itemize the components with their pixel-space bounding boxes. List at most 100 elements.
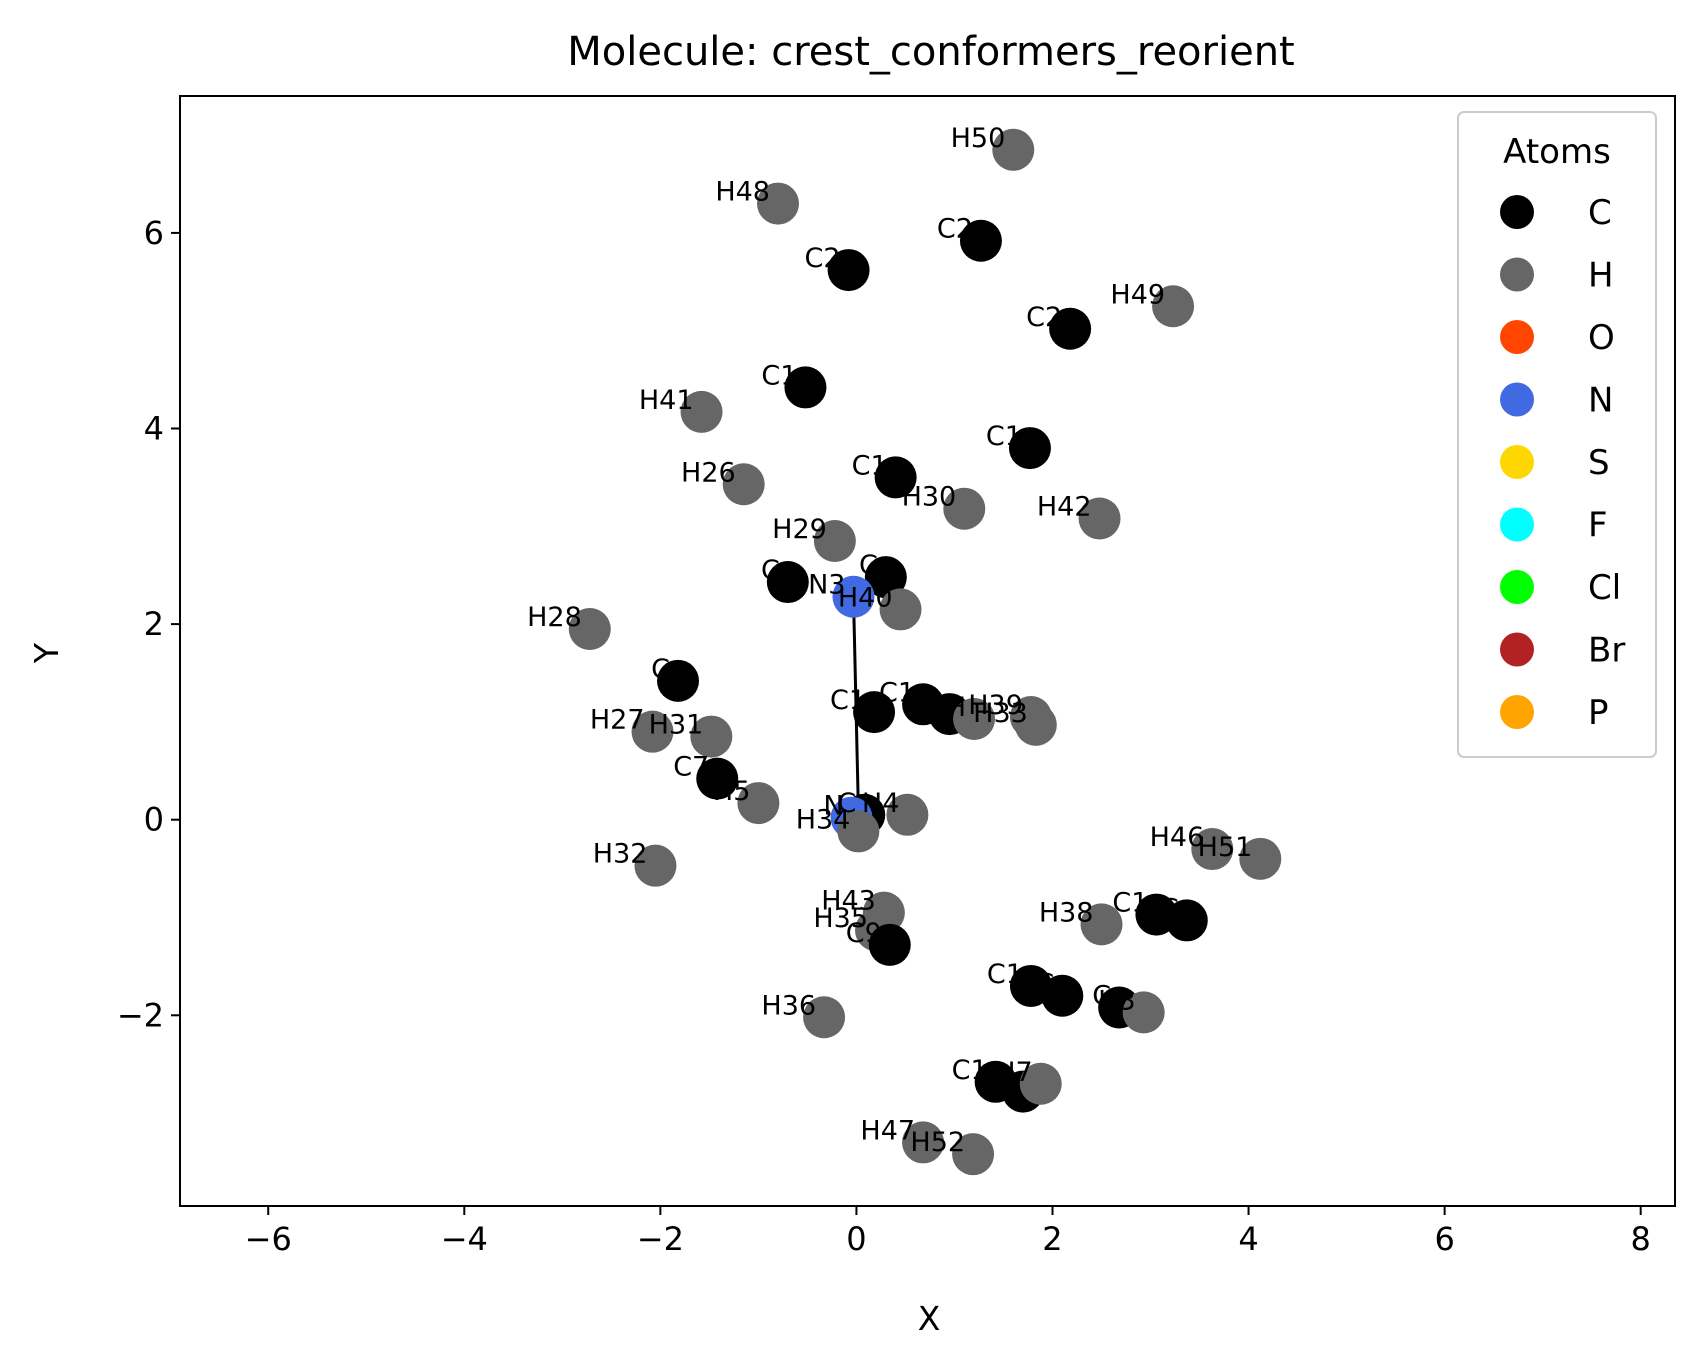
atom-label: C: [1160, 893, 1179, 924]
atom-label: H30: [902, 482, 957, 513]
atom-point-H: [953, 697, 996, 740]
atom-label: H32: [593, 839, 648, 870]
atom-point-H: [1014, 703, 1057, 746]
atom-point-H: [992, 128, 1035, 171]
atom-point-H: [886, 793, 929, 836]
legend-marker-P: [1500, 695, 1534, 729]
legend-marker-C: [1500, 195, 1534, 229]
legend-marker-F: [1500, 507, 1534, 542]
atom-point-C: [864, 556, 907, 599]
legend-label-N: N: [1588, 381, 1613, 421]
atom-label: C1: [986, 421, 1022, 452]
atom-label: H33: [973, 698, 1028, 729]
atom-point-C: [1165, 899, 1208, 942]
legend-marker-H: [1500, 257, 1534, 292]
y-tick-label: −2: [117, 996, 164, 1034]
atom-label: H38: [1039, 897, 1094, 928]
atom-label: C1: [879, 677, 915, 708]
legend-marker-O: [1500, 320, 1534, 354]
legend-label-Cl: Cl: [1588, 568, 1621, 608]
legend-label-F: F: [1588, 506, 1608, 546]
atom-label: H51: [1198, 832, 1253, 863]
atom-point-C: [766, 561, 809, 604]
legend-title: Atoms: [1503, 132, 1611, 172]
atom-point-C: [827, 249, 870, 292]
atom-label: C1: [761, 360, 797, 391]
atom-label: H26: [681, 457, 736, 488]
atom-label: H31: [649, 710, 704, 741]
atom-label: H: [946, 692, 966, 723]
y-tick-label: 0: [144, 801, 164, 839]
atom-label: H5: [713, 776, 750, 807]
x-tick-label: 0: [846, 1220, 866, 1258]
atom-label: H52: [910, 1127, 965, 1158]
x-tick-label: 4: [1238, 1220, 1258, 1258]
atom-label: C: [859, 550, 878, 581]
atom-label: C: [837, 788, 856, 819]
atom-point-C: [696, 757, 739, 800]
atom-point-N: [832, 575, 875, 618]
atom-point-H: [631, 710, 674, 753]
atom-label: C2: [937, 214, 973, 245]
legend-marker-Cl: [1500, 570, 1534, 604]
y-axis-title: Y: [27, 642, 66, 664]
atom-point-H: [1078, 497, 1121, 540]
atom-label: H29: [772, 514, 827, 545]
atom-point-H: [1239, 837, 1282, 880]
atom-point-H: [943, 487, 986, 530]
y-tick-label: 4: [144, 410, 164, 448]
legend-marker-Br: [1500, 632, 1534, 667]
atom-point-H: [722, 463, 765, 506]
plot-background: [180, 96, 1675, 1206]
atom-label: H41: [639, 385, 694, 416]
atom-label: C2: [805, 243, 841, 274]
atom-label: H3: [1098, 985, 1135, 1016]
atom-label: H47: [860, 1115, 915, 1146]
atom-label: C: [1092, 980, 1111, 1011]
atom-point-H: [902, 1121, 945, 1164]
atom-point-H: [1019, 1062, 1062, 1105]
x-axis-ticks: −6 −4 −2 0 2 4 6 8: [245, 1206, 1651, 1258]
atom-label: H50: [951, 123, 1006, 154]
atom-label: H28: [527, 602, 582, 633]
atom-label: N: [823, 791, 843, 822]
atom-point-H: [1080, 903, 1123, 946]
atom-label: C2: [1026, 302, 1062, 333]
x-tick-label: −4: [441, 1220, 488, 1258]
atom-labels-layer: H50 H48 C2 C2 H49 C2 C1 H41 C1 C1 H26 H30 H42 H29 C C N3…: [527, 123, 1252, 1158]
atom-label: C: [1035, 969, 1054, 1000]
atom-point-H: [1152, 285, 1195, 328]
x-axis-title: X: [918, 1299, 941, 1338]
atom-label: C7: [673, 752, 709, 783]
atom-point-H: [737, 782, 780, 825]
atom-point-H: [680, 390, 723, 433]
atom-label: C1: [987, 959, 1023, 990]
atom-point-C: [657, 659, 700, 702]
atom-label: C9: [846, 918, 882, 949]
legend-frame: [1457, 111, 1657, 758]
atom-label: C1: [1112, 888, 1148, 919]
atoms-layer: [568, 128, 1282, 1176]
atom-label: H4: [862, 788, 899, 819]
atom-point-C: [874, 456, 917, 499]
atom-point-H: [837, 810, 880, 853]
atom-label: H34: [796, 804, 851, 835]
atom-point-H: [952, 1133, 995, 1176]
legend-marker-N: [1500, 382, 1534, 417]
atom-point-H: [757, 182, 799, 225]
atom-label: C1: [852, 450, 888, 481]
atom-point-H: [813, 519, 856, 562]
atom-label: H49: [1110, 279, 1165, 310]
atom-point-H: [1122, 991, 1165, 1034]
plot-area: H50 H48 C2 C2 H49 C2 C1 H41 C1 C1 H26 H30 H42 H29 C C N3…: [179, 95, 1676, 1207]
legend-label-P: P: [1588, 693, 1609, 733]
atom-point-C: [868, 923, 911, 966]
x-tick-label: 8: [1631, 1220, 1651, 1258]
atom-point-H: [879, 588, 922, 631]
atom-label: H42: [1037, 491, 1092, 522]
atom-point-C: [853, 691, 896, 734]
atom-point-H: [634, 844, 677, 887]
atom-point-H: [803, 996, 846, 1039]
